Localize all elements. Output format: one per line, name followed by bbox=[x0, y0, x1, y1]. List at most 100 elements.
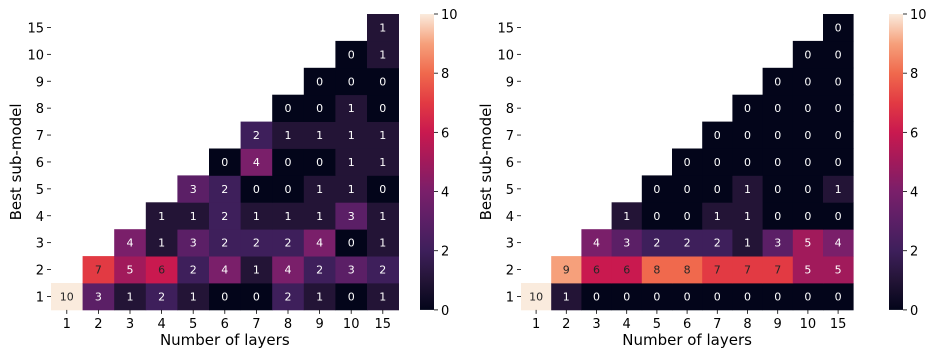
cell-value-label: 0 bbox=[804, 183, 811, 196]
heatmap-cell bbox=[145, 229, 178, 257]
heatmap-cell bbox=[641, 229, 673, 257]
heatmap-cell bbox=[209, 202, 241, 230]
heatmap-cell bbox=[240, 121, 273, 149]
cell-value-label: 1 bbox=[158, 237, 165, 250]
heatmap-cell bbox=[335, 94, 368, 122]
cell-value-label: 1 bbox=[379, 21, 386, 34]
cell-value-label: 0 bbox=[253, 183, 260, 196]
heatmap-cell bbox=[792, 256, 824, 284]
cell-value-label: 0 bbox=[684, 290, 691, 303]
colorbar-tick-label: 4 bbox=[910, 186, 918, 201]
heatmap-cell bbox=[732, 202, 763, 230]
heatmap-cell bbox=[702, 283, 733, 311]
heatmap-left: 10 3 1 2 1 0 0 2 1 0 17 5 6 2 4 1 4 2 3 24 1 3 2 2 2 4 0 11 1 2 1 1 1 3 13… bbox=[7, 8, 458, 349]
cell-value-label: 8 bbox=[653, 264, 660, 277]
cell-value-label: 0 bbox=[221, 156, 228, 169]
cell-value-label: 0 bbox=[744, 156, 751, 169]
x-tick-label: 10 bbox=[343, 317, 360, 332]
cell-value-label: 5 bbox=[127, 264, 134, 277]
cell-value-label: 8 bbox=[684, 264, 691, 277]
colorbar-tick-label: 0 bbox=[441, 304, 449, 319]
cell-value-label: 1 bbox=[379, 210, 386, 223]
y-tick-label: 15 bbox=[27, 21, 44, 36]
cell-value-label: 7 bbox=[744, 264, 751, 277]
heatmap-cell bbox=[641, 202, 673, 230]
heatmap-cell bbox=[367, 202, 399, 230]
x-tick-label: 8 bbox=[743, 317, 751, 332]
x-tick-label: 3 bbox=[126, 317, 134, 332]
cell-value-label: 1 bbox=[348, 156, 355, 169]
cell-value-label: 1 bbox=[253, 210, 260, 223]
heatmap-cell bbox=[303, 175, 336, 203]
cell-value-label: 0 bbox=[684, 183, 691, 196]
cell-value-label: 2 bbox=[221, 183, 228, 196]
heatmap-cell bbox=[367, 94, 399, 122]
cell-value-label: 0 bbox=[804, 290, 811, 303]
cell-value-label: 0 bbox=[653, 210, 660, 223]
heatmap-cell bbox=[762, 202, 794, 230]
y-tick-label: 2 bbox=[36, 264, 44, 279]
heatmap-cell bbox=[177, 256, 210, 284]
cell-value-label: 1 bbox=[379, 48, 386, 61]
cell-value-label: 2 bbox=[253, 129, 260, 142]
cell-value-label: 1 bbox=[379, 156, 386, 169]
heatmap-cell bbox=[762, 175, 794, 203]
cell-value-label: 0 bbox=[714, 290, 721, 303]
heatmap-cell bbox=[145, 202, 178, 230]
heatmap-cell bbox=[82, 256, 115, 284]
cell-value-label: 0 bbox=[804, 210, 811, 223]
cell-value-label: 10 bbox=[60, 290, 74, 303]
heatmap-cell bbox=[581, 229, 612, 257]
y-tick-label: 7 bbox=[36, 129, 44, 144]
cell-value-label: 6 bbox=[158, 264, 165, 277]
cell-value-label: 0 bbox=[653, 290, 660, 303]
heatmap-cell bbox=[792, 94, 824, 122]
heatmap-cell bbox=[792, 148, 824, 176]
cell-value-label: 0 bbox=[221, 290, 228, 303]
cell-value-label: 1 bbox=[379, 237, 386, 250]
cell-value-label: 0 bbox=[684, 210, 691, 223]
heatmap-cell bbox=[335, 148, 368, 176]
heatmap-cell bbox=[611, 229, 643, 257]
heatmap-cell bbox=[792, 67, 824, 96]
x-tick-label: 7 bbox=[713, 317, 721, 332]
colorbar-tick-label: 4 bbox=[441, 186, 449, 201]
cell-value-label: 4 bbox=[253, 156, 260, 169]
cell-value-label: 3 bbox=[348, 210, 355, 223]
heatmap-cell bbox=[367, 40, 399, 69]
cell-value-label: 1 bbox=[348, 102, 355, 115]
heatmap-cell bbox=[732, 283, 763, 311]
cell-value-label: 1 bbox=[285, 210, 292, 223]
x-tick-label: 1 bbox=[532, 317, 540, 332]
cell-value-label: 3 bbox=[348, 264, 355, 277]
cell-value-label: 1 bbox=[348, 129, 355, 142]
heatmap-cell bbox=[303, 67, 336, 96]
cell-value-label: 0 bbox=[744, 290, 751, 303]
heatmap-cell bbox=[303, 148, 336, 176]
colorbar bbox=[420, 14, 434, 310]
heatmap-cell bbox=[702, 202, 733, 230]
heatmap-cell bbox=[82, 283, 115, 311]
heatmap-cell bbox=[272, 94, 305, 122]
heatmap-cell bbox=[823, 256, 854, 284]
x-tick-label: 2 bbox=[94, 317, 102, 332]
heatmap-cell bbox=[303, 121, 336, 149]
cell-value-label: 4 bbox=[593, 237, 600, 250]
colorbar-tick-label: 2 bbox=[441, 245, 449, 260]
cell-value-label: 2 bbox=[285, 290, 292, 303]
cell-value-label: 0 bbox=[348, 48, 355, 61]
x-tick-label: 4 bbox=[623, 317, 631, 332]
cell-value-label: 0 bbox=[744, 102, 751, 115]
y-axis-label: Best sub-model bbox=[7, 103, 25, 220]
cell-value-label: 4 bbox=[316, 237, 323, 250]
heatmap-cell bbox=[335, 229, 368, 257]
cell-value-label: 0 bbox=[804, 102, 811, 115]
cell-value-label: 1 bbox=[623, 210, 630, 223]
cell-value-label: 4 bbox=[127, 237, 134, 250]
x-tick-label: 10 bbox=[800, 317, 817, 332]
x-tick-label: 15 bbox=[830, 317, 847, 332]
heatmap-cell bbox=[367, 256, 399, 284]
cell-value-label: 1 bbox=[379, 129, 386, 142]
heatmap-cell bbox=[823, 94, 854, 122]
heatmap-cell bbox=[672, 283, 703, 311]
